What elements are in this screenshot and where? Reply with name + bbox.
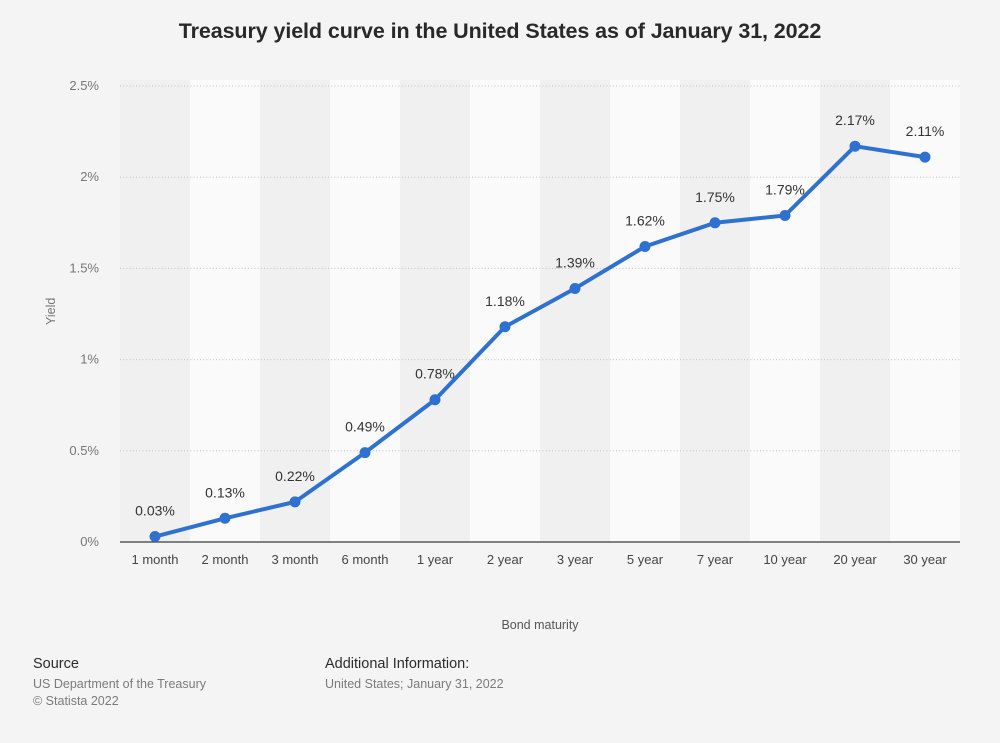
svg-text:10 year: 10 year <box>763 552 807 567</box>
svg-text:0.13%: 0.13% <box>205 484 245 500</box>
svg-text:1.18%: 1.18% <box>485 293 525 309</box>
svg-text:2.17%: 2.17% <box>835 112 875 128</box>
svg-text:0.49%: 0.49% <box>345 419 385 435</box>
svg-text:1.39%: 1.39% <box>555 254 595 270</box>
svg-text:20 year: 20 year <box>833 552 877 567</box>
svg-text:0%: 0% <box>80 534 99 549</box>
svg-text:2%: 2% <box>80 169 99 184</box>
svg-text:3 year: 3 year <box>557 552 594 567</box>
svg-text:5 year: 5 year <box>627 552 664 567</box>
svg-text:30 year: 30 year <box>903 552 947 567</box>
svg-text:2 year: 2 year <box>487 552 524 567</box>
svg-text:0.22%: 0.22% <box>275 468 315 484</box>
svg-text:3 month: 3 month <box>272 552 319 567</box>
svg-text:7 year: 7 year <box>697 552 734 567</box>
svg-text:1.79%: 1.79% <box>765 182 805 198</box>
svg-text:2.11%: 2.11% <box>906 123 945 139</box>
svg-text:0.03%: 0.03% <box>135 503 175 519</box>
svg-text:0.5%: 0.5% <box>69 443 99 458</box>
svg-text:1.75%: 1.75% <box>695 189 735 205</box>
svg-text:1.5%: 1.5% <box>69 260 99 275</box>
svg-text:1.62%: 1.62% <box>625 213 665 229</box>
svg-text:1 year: 1 year <box>417 552 454 567</box>
svg-text:6 month: 6 month <box>342 552 389 567</box>
svg-text:2.5%: 2.5% <box>69 80 99 93</box>
svg-text:1%: 1% <box>80 352 99 367</box>
svg-text:1 month: 1 month <box>132 552 179 567</box>
svg-text:2 month: 2 month <box>202 552 249 567</box>
svg-text:0.78%: 0.78% <box>415 366 455 382</box>
